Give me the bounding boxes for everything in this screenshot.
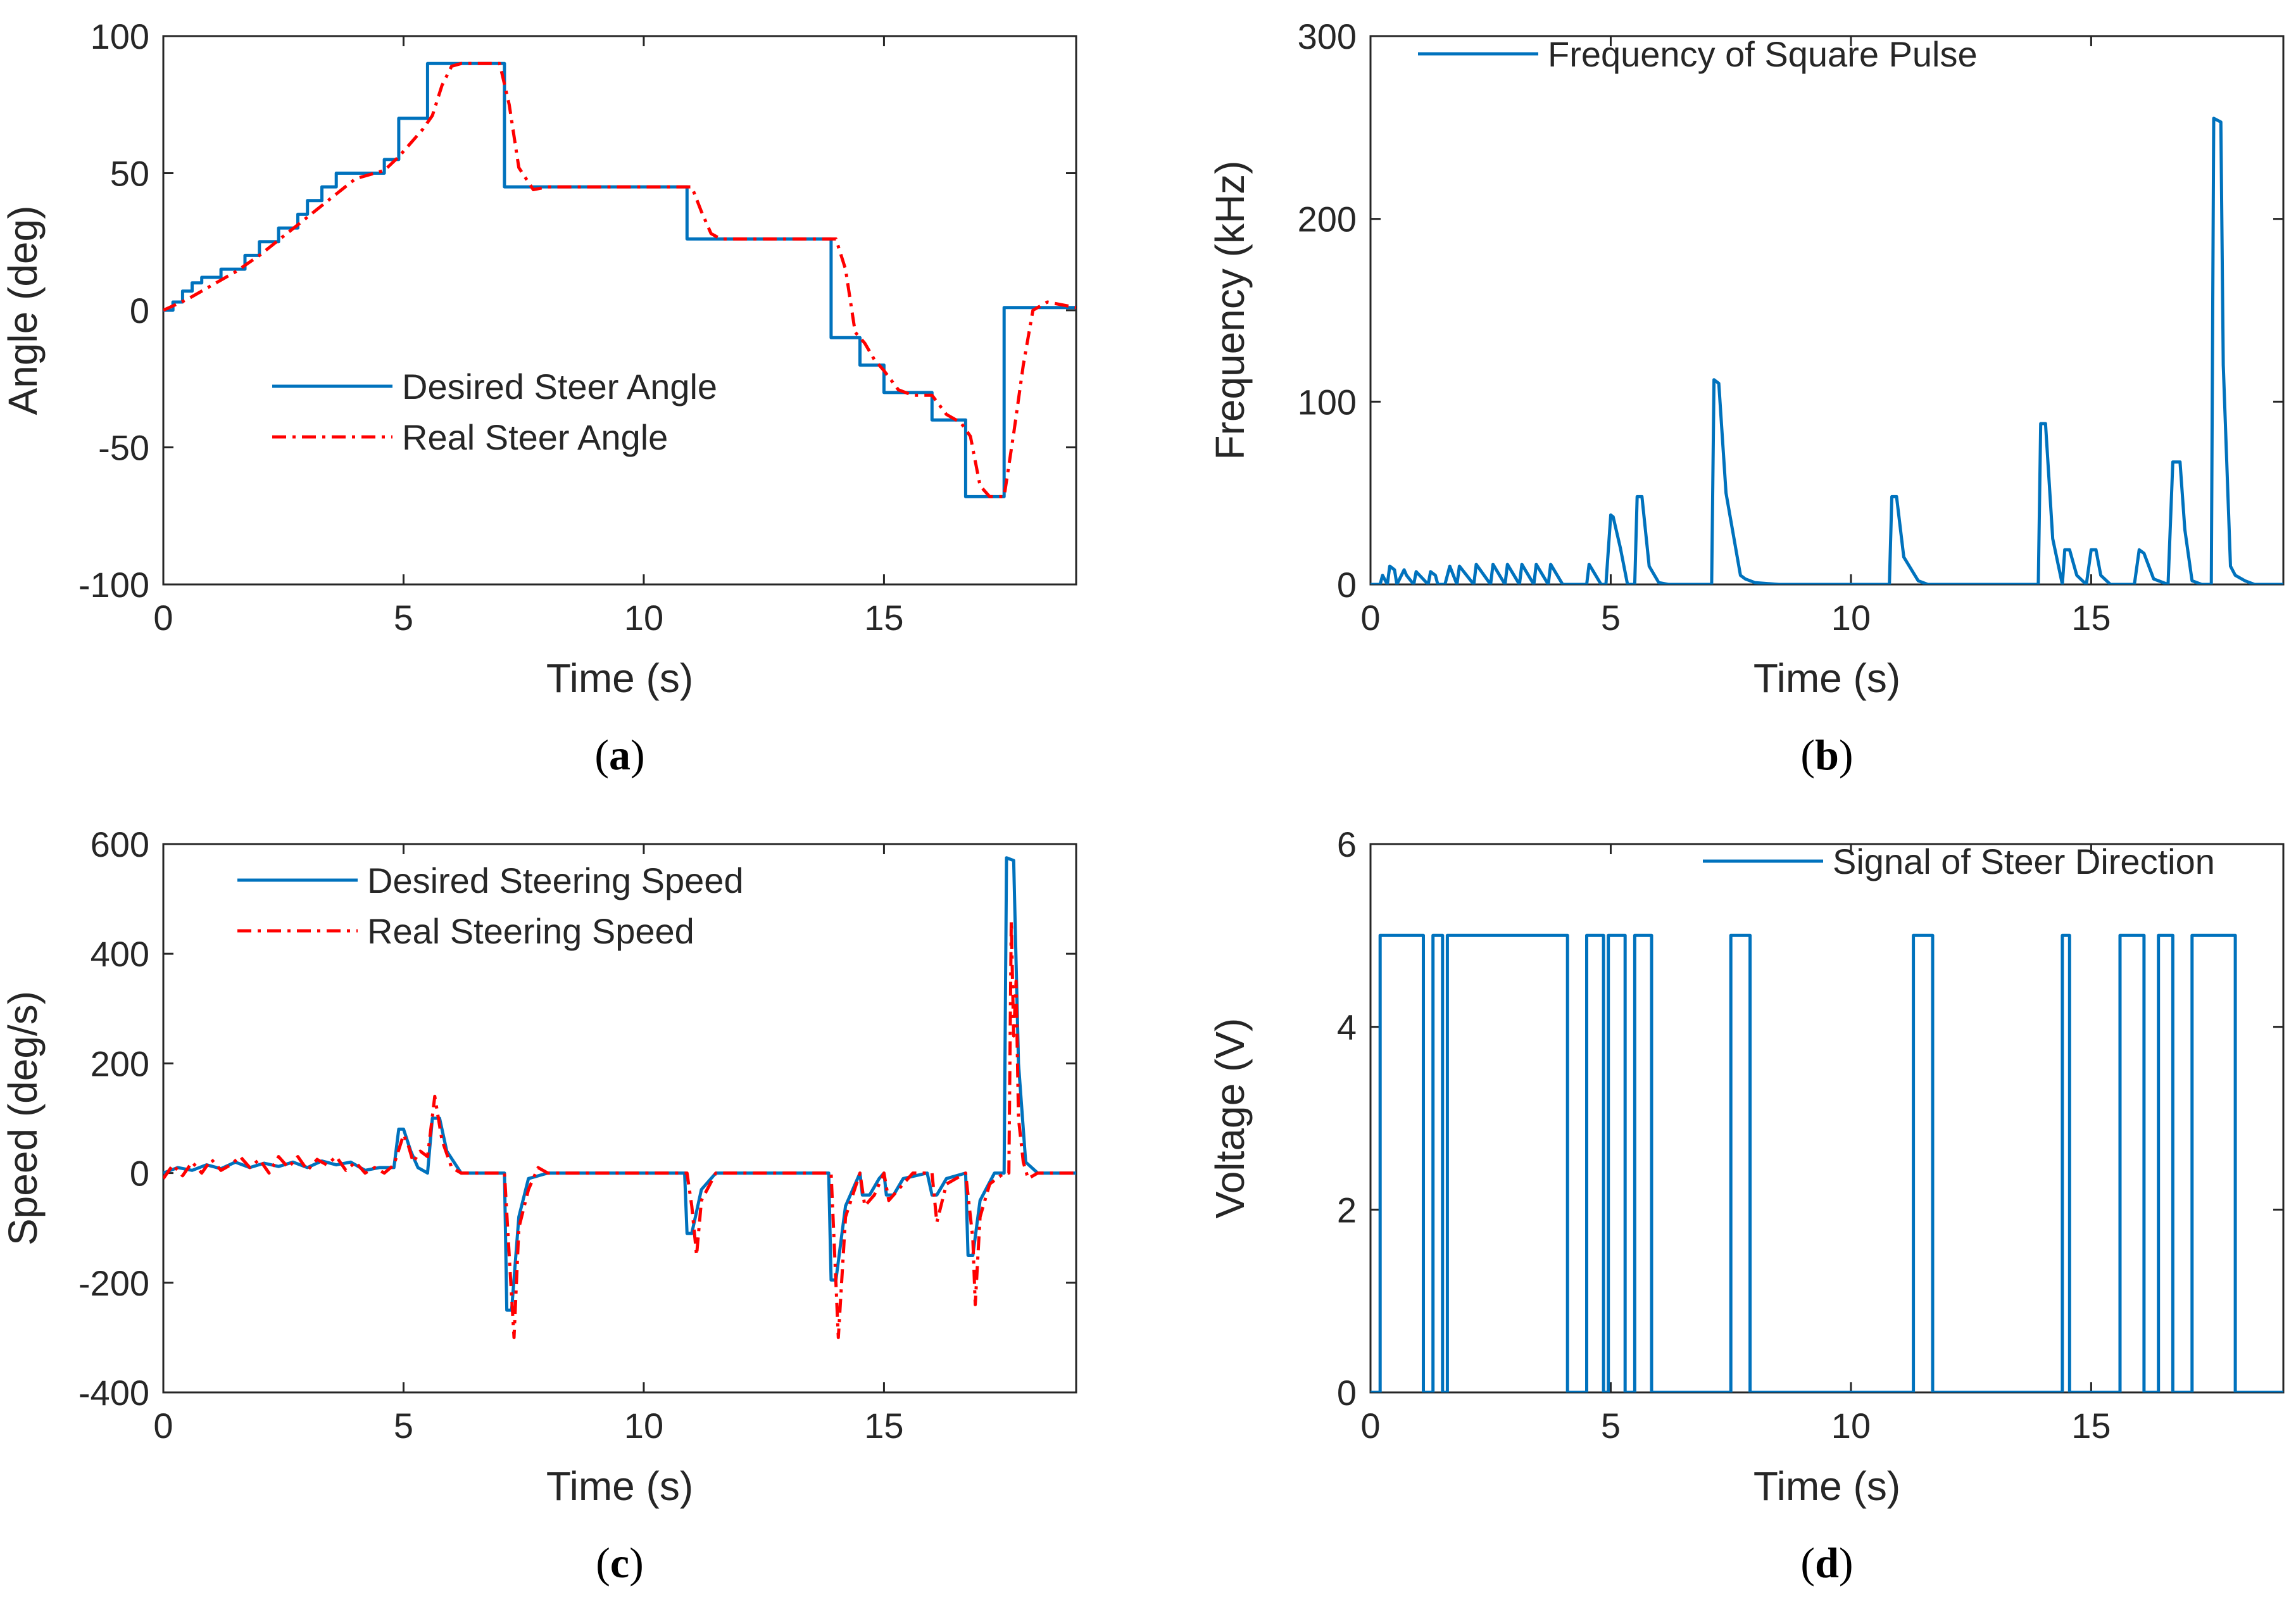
x-tick-label: 10 [1831,598,1871,638]
x-tick-label: 15 [864,1406,903,1446]
plot-area-box [162,35,1077,586]
y-tick-label: 0 [130,291,149,331]
y-axis-label: Frequency (kHz) [1207,161,1253,460]
caption-close-paren: ) [629,1539,644,1587]
y-axis-label: Voltage (V) [1207,1018,1253,1219]
panel-caption: (a) [594,731,644,779]
chart-b: 0 5 10 15 0 100 200 300 Time (s) Frequency (kHz) F… [1207,16,2285,779]
x-axis-label: Time (s) [1753,1463,1900,1509]
y-tick-label: 400 [91,934,149,974]
caption-close-paren: ) [630,731,645,779]
plot-area-box [1369,35,2285,586]
legend-entry-1: Real Steer Angle [402,417,668,457]
x-axis-label: Time (s) [546,1463,693,1509]
caption-open-paren: ( [596,1539,610,1587]
panel-caption: (c) [596,1539,644,1587]
y-tick-label: -400 [78,1373,149,1413]
caption-open-paren: ( [1800,731,1815,779]
series-line-0 [163,61,1076,498]
legend: Frequency of Square Pulse [1418,34,1978,74]
x-tick-label: 0 [153,1406,173,1446]
y-axis-label: Speed (deg/s) [0,991,46,1246]
y-tick-label: 0 [130,1154,149,1194]
caption-close-paren: ) [1839,731,1854,779]
series-group [163,856,1076,1339]
legend: Signal of Steer Direction [1703,842,2215,881]
series-group [1371,117,2283,584]
x-tick-label: 15 [2071,1406,2111,1446]
x-axis-label: Time (s) [1753,655,1900,701]
chart-d: 0 5 10 15 0 2 4 6 Time (s) Voltage (V) Signal of S… [1207,824,2285,1587]
y-tick-label: 0 [1337,565,1357,605]
panel-caption: (d) [1800,1539,1853,1587]
legend-entry-1: Real Steering Speed [367,911,694,951]
caption-open-paren: ( [1800,1539,1815,1587]
y-tick-label: 300 [1298,16,1357,56]
x-tick-label: 5 [1601,1406,1621,1446]
x-tick-label: 10 [624,598,663,638]
x-tick-label: 10 [1831,1406,1871,1446]
y-tick-label: -50 [98,428,149,468]
x-tick-label: 0 [1360,598,1380,638]
legend-entry-0: Signal of Steer Direction [1833,842,2215,881]
y-axis-label: Angle (deg) [0,206,46,415]
x-tick-label: 5 [1601,598,1621,638]
legend-entry-0: Desired Steering Speed [367,861,744,900]
y-tick-label: 200 [1298,199,1357,239]
caption-letter: d [1815,1539,1839,1587]
series-line-0 [1371,117,2283,584]
series-line-1 [163,61,1076,498]
y-tick-label: -100 [78,565,149,605]
panel-caption: (b) [1800,731,1853,779]
caption-letter: a [609,731,630,779]
legend-entry-0: Desired Steer Angle [402,367,717,407]
series-line-1 [163,919,1076,1339]
caption-open-paren: ( [594,731,609,779]
y-tick-label: 200 [91,1044,149,1083]
x-tick-label: 5 [394,598,413,638]
caption-letter: b [1815,731,1839,779]
y-tick-label: 2 [1337,1190,1357,1230]
x-tick-label: 5 [394,1406,413,1446]
legend-entry-0: Frequency of Square Pulse [1548,34,1978,74]
y-tick-label: 50 [110,154,149,194]
series-group [163,61,1076,498]
y-tick-label: 100 [1298,382,1357,422]
y-tick-label: -200 [78,1263,149,1303]
caption-letter: c [610,1539,629,1587]
legend: Desired Steer Angle Real Steer Angle [272,367,717,457]
y-tick-label: 100 [91,16,149,56]
plot-area-box [1369,843,2285,1394]
x-tick-label: 10 [624,1406,663,1446]
x-axis-label: Time (s) [546,655,693,701]
x-tick-label: 0 [1360,1406,1380,1446]
x-tick-label: 15 [2071,598,2111,638]
chart-a: 0 5 10 15 -100 -50 0 50 100 Time (s) Angle (deg) De… [0,16,1077,779]
x-tick-label: 15 [864,598,903,638]
caption-close-paren: ) [1839,1539,1854,1587]
legend: Desired Steering Speed Real Steering Spee… [237,861,744,951]
y-tick-label: 600 [91,824,149,864]
x-tick-label: 0 [153,598,173,638]
y-tick-label: 4 [1337,1007,1357,1047]
y-tick-label: 0 [1337,1373,1357,1413]
chart-c: 0 5 10 15 -400 -200 0 200 400 600 Time (s) Speed (d… [0,824,1077,1587]
y-tick-label: 6 [1337,824,1357,864]
plot-area-box [162,843,1077,1394]
